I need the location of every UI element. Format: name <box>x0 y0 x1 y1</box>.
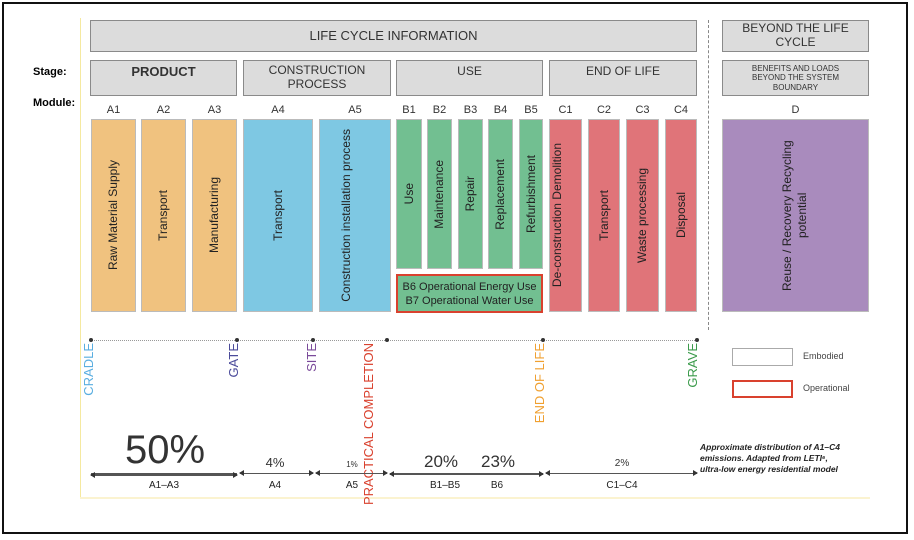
module-code-c4: C4 <box>673 104 689 116</box>
milestone-cradle: CRADLE <box>81 343 96 396</box>
module-label: Module: <box>33 97 76 109</box>
operational-energy-label: B6 Operational Energy Use <box>402 281 537 293</box>
stage-end-of-life: END OF LIFE <box>549 60 697 96</box>
module-code-a3: A3 <box>207 104 222 116</box>
range-arrow <box>389 471 544 477</box>
lifecycle-header: LIFE CYCLE INFORMATION <box>90 20 697 52</box>
module-name: Raw Material Supply <box>106 160 120 271</box>
range-label-2: A5 <box>345 480 359 491</box>
operational-water-label: B7 Operational Water Use <box>405 295 534 307</box>
operational-box: B6 Operational Energy Use B7 Operational… <box>396 274 543 313</box>
module-name: Construction installation process <box>339 129 353 302</box>
module-code-a4: A4 <box>271 104 285 116</box>
module-code-a5: A5 <box>348 104 362 116</box>
module-code-b2: B2 <box>432 104 447 116</box>
milestone-gate: GATE <box>226 343 241 378</box>
module-name: Repair <box>463 176 477 212</box>
module-name: Waste processing <box>635 168 649 263</box>
legend-embodied-label: Embodied <box>803 351 844 361</box>
module-bar-a5: Construction installation process <box>319 119 391 312</box>
milestone-end-of-life: END OF LIFE <box>532 343 547 424</box>
module-name: Use <box>401 183 416 205</box>
module-code-c1: C1 <box>558 104 573 116</box>
module-name: Transport <box>156 190 170 241</box>
percent-4: 23% <box>480 452 516 471</box>
module-bar-c2: Transport <box>588 119 620 312</box>
module-name: Replacement <box>493 158 507 230</box>
module-bar-a4: Transport <box>243 119 313 312</box>
percent-0: 50% <box>125 428 206 472</box>
stage-label: Stage: <box>33 66 67 78</box>
module-bar-b1: Use <box>396 119 422 269</box>
module-bar-c4: Disposal <box>665 119 697 312</box>
module-code-c3: C3 <box>635 104 650 116</box>
figure-frame <box>2 2 908 534</box>
module-bar-a1: Raw Material Supply <box>91 119 136 312</box>
legend-operational-swatch <box>732 380 793 398</box>
module-name: Transport <box>270 190 285 241</box>
milestone-dot <box>311 338 315 342</box>
range-label-3: B1–B5 <box>429 480 461 491</box>
module-bar-a2: Transport <box>141 119 186 312</box>
stage-benefits: BENEFITS AND LOADS BEYOND THE SYSTEM BOU… <box>722 60 869 96</box>
range-label-4: B6 <box>490 480 504 491</box>
milestone-dot <box>541 338 545 342</box>
milestone-site: SITE <box>304 343 319 372</box>
range-arrow <box>315 470 388 476</box>
stage-use: USE <box>396 60 543 96</box>
milestone-dot <box>385 338 389 342</box>
legend-operational-label: Operational <box>803 383 850 393</box>
legend-embodied-swatch <box>732 348 793 366</box>
module-code-a1: A1 <box>106 104 121 116</box>
module-bar-a3: Manufacturing <box>192 119 237 312</box>
range-label-5: C1–C4 <box>606 480 638 491</box>
module-name: Manufacturing <box>207 177 221 254</box>
module-name: Transport <box>596 190 611 241</box>
module-name: De-construction Demolition <box>550 143 564 288</box>
percent-1: 4% <box>265 455 285 470</box>
yellow-guide-vertical <box>80 18 81 498</box>
module-bar-d: Reuse / Recovery Recycling potential <box>722 119 869 312</box>
module-name: Refurbishment <box>523 154 538 234</box>
module-code-b5: B5 <box>524 104 538 116</box>
module-code-a2: A2 <box>156 104 171 116</box>
yellow-guide-horizontal <box>80 497 870 499</box>
percent-3: 20% <box>423 452 459 471</box>
module-code-b1: B1 <box>402 104 416 116</box>
range-arrow <box>545 470 698 476</box>
range-arrow <box>239 470 314 476</box>
module-name: Disposal <box>673 192 688 239</box>
boundary-dashed-line <box>708 20 709 330</box>
milestone-dot <box>235 338 239 342</box>
percent-2: 1% <box>346 460 358 469</box>
module-code-c2: C2 <box>596 104 612 116</box>
percent-5: 2% <box>614 458 630 469</box>
module-name: Reuse / Recovery Recycling potential <box>779 140 809 291</box>
module-code-b3: B3 <box>463 104 478 116</box>
milestone-dotted-line <box>91 340 697 341</box>
range-arrow <box>90 472 238 478</box>
module-code-b4: B4 <box>493 104 508 116</box>
distribution-note: Approximate distribution of A1–C4 emissi… <box>700 442 840 474</box>
range-label-0: A1–A3 <box>148 480 180 491</box>
module-bar-b3: Repair <box>458 119 483 269</box>
module-code-d: D <box>791 104 800 116</box>
milestone-grave: GRAVE <box>685 343 700 388</box>
module-bar-b5: Refurbishment <box>519 119 543 269</box>
milestone-dot <box>89 338 93 342</box>
module-bar-b4: Replacement <box>488 119 513 269</box>
milestone-dot <box>695 338 699 342</box>
range-label-1: A4 <box>268 480 282 491</box>
stage-product: PRODUCT <box>90 60 237 96</box>
stage-construction: CONSTRUCTION PROCESS <box>243 60 391 96</box>
module-bar-b2: Maintenance <box>427 119 452 269</box>
module-bar-c1: De-construction Demolition <box>549 119 582 312</box>
module-name: Maintenance <box>432 159 446 229</box>
beyond-header: BEYOND THE LIFE CYCLE <box>722 20 869 52</box>
module-bar-c3: Waste processing <box>626 119 659 312</box>
